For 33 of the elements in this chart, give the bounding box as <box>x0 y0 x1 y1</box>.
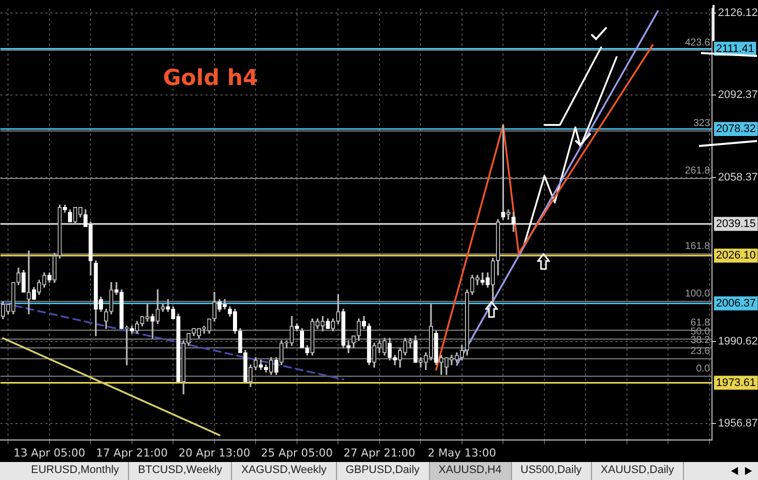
ref-line-label: 2026.10 <box>716 250 756 262</box>
annotation: 100.0 <box>684 288 710 300</box>
y-tick-label: 1956.87 <box>718 417 758 430</box>
text: GBPUSD,Daily <box>336 462 430 480</box>
annotation: 323 <box>693 118 710 130</box>
text: XAUUSD,H4 <box>430 462 512 480</box>
annotation: 261.8 <box>684 166 710 177</box>
x-tick-label: 27 Apr 21:00 <box>344 446 416 460</box>
annotation: 161.8 <box>684 241 710 252</box>
annotation: 23.6 <box>690 346 710 358</box>
text: XAGUSD,Weekly <box>232 462 337 480</box>
x-tick-label: 20 Apr 13:00 <box>178 446 250 460</box>
x-tick-label: 13 Apr 05:00 <box>14 446 86 460</box>
text: Gold h4 <box>163 66 258 91</box>
annotation: 61.8 <box>690 317 710 328</box>
text: BTCUSD,Weekly <box>129 462 232 480</box>
text: US500,Daily <box>512 462 592 480</box>
annotation: 0.0 <box>696 364 710 375</box>
y-tick-label: 2092.37 <box>718 88 758 101</box>
x-tick-label: 17 Apr 21:00 <box>96 446 168 460</box>
ref-line-label: 1973.61 <box>716 376 756 389</box>
annotation: 423.6 <box>684 38 710 49</box>
ref-line-label: 2006.37 <box>716 297 756 310</box>
y-tick-label: 2058.37 <box>718 171 758 184</box>
ref-line-label: 2111.41 <box>716 42 754 55</box>
text: EURUSD,Monthly <box>22 462 130 480</box>
ref-line-label: 2039.15 <box>716 218 756 230</box>
y-tick-label: 2126.12 <box>718 7 758 20</box>
x-tick-label: 25 Apr 05:00 <box>261 446 333 460</box>
text: XAUUSD,Daily <box>592 462 684 480</box>
ref-line-label: 2078.32 <box>716 123 756 136</box>
y-tick-label: 1990.62 <box>718 336 758 348</box>
x-tick-label: 2 May 13:00 <box>428 446 496 460</box>
